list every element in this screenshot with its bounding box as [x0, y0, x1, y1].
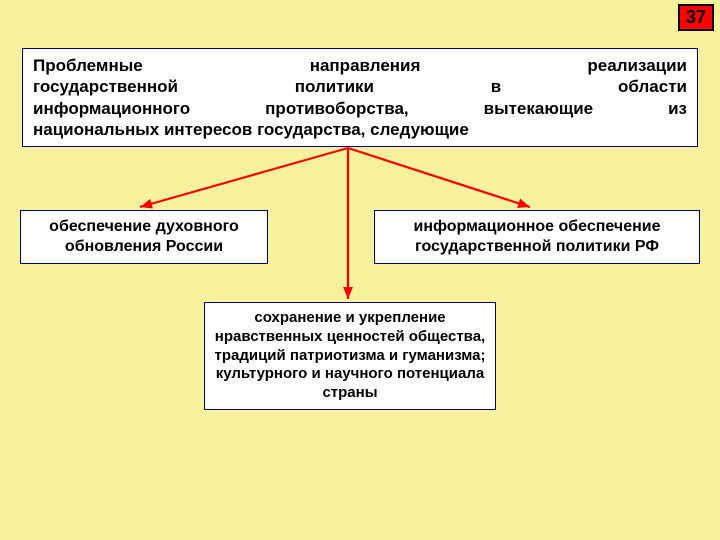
page-number: 37	[678, 4, 714, 31]
slide: 37 Проблемные направления реализации гос…	[0, 0, 720, 540]
title-line: Проблемные направления реализации	[33, 55, 687, 76]
box-bottom: сохранение и укрепление нравственных цен…	[204, 302, 496, 410]
title-line: национальных интересов государства, след…	[33, 119, 687, 140]
title-line: государственной политики в области	[33, 76, 687, 97]
title-box: Проблемные направления реализации госуда…	[22, 48, 698, 147]
title-line: информационного противоборства, вытекающ…	[33, 98, 687, 119]
box-right: информационное обеспечение государственн…	[374, 210, 700, 264]
box-left: обеспечение духовного обновления России	[20, 210, 268, 264]
